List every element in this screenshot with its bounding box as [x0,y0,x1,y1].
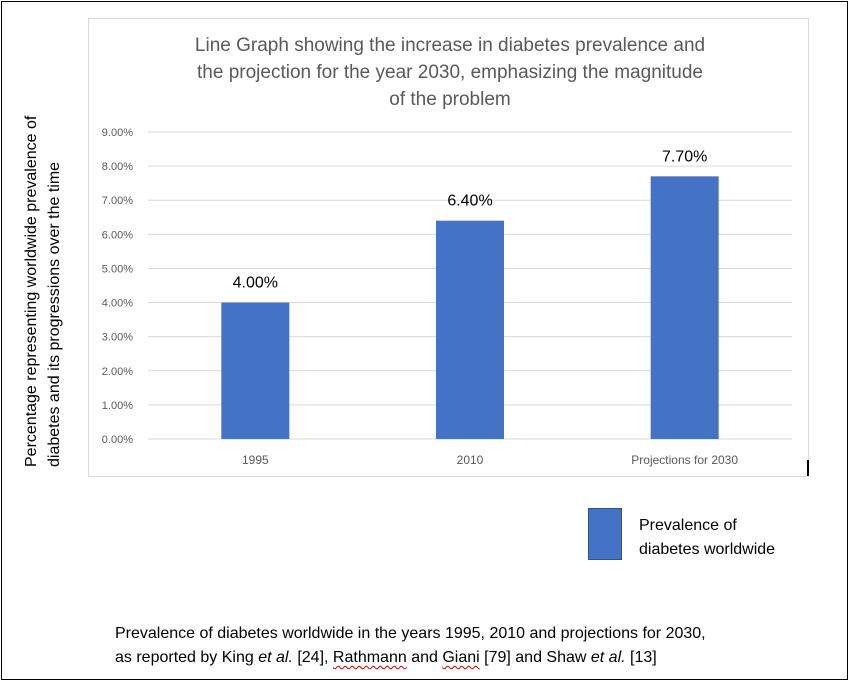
figure-caption: Prevalence of diabetes worldwide in the … [115,622,835,670]
data-label: 6.40% [447,193,492,210]
y-tick-label: 3.00% [102,332,133,344]
legend-label-line-2: diabetes worldwide [639,541,776,558]
caption-fragment: as reported by King [115,649,259,666]
x-tick-label: 2010 [457,453,484,467]
x-tick-label: Projections for 2030 [631,453,738,467]
bar [436,220,504,439]
legend-swatch [588,508,622,560]
x-tick-label: 1995 [242,453,269,467]
bar [221,302,290,439]
caption-line-1: Prevalence of diabetes worldwide in the … [115,625,706,642]
y-tick-label: 0.00% [102,434,133,446]
caption-fragment: Giani [442,649,480,666]
caption-fragment: Rathmann [332,649,407,666]
y-tick-label: 1.00% [102,400,133,412]
chart-title-line-1: Line Graph showing the increase in diabe… [194,35,706,56]
y-tick-label: 7.00% [102,195,133,207]
legend: Prevalence of diabetes worldwide [588,506,828,566]
caption-fragment: [13] [625,649,657,666]
caption-fragment: [24], [292,649,333,666]
y-tick-label: 4.00% [102,298,133,310]
chart-title: Line Graph showing the increase in diabe… [150,32,750,113]
y-tick-label: 2.00% [102,366,133,378]
data-label: 7.70% [662,148,707,165]
y-axis-label-line-2: diabetes and its progressions over the t… [46,161,63,467]
y-tick-label: 9.00% [102,127,133,139]
y-tick-label: 8.00% [102,161,133,173]
caption-line-2: as reported by King et al. [24], Rathman… [115,649,657,666]
y-axis-label-line-1: Percentage representing worldwide preval… [23,115,40,467]
caption-fragment: et al. [590,649,626,666]
caption-fragment: [79] and Shaw [479,649,591,666]
caption-fragment: et al. [258,649,293,666]
chart-title-line-3: of the problem [389,89,511,110]
chart-title-line-2: the projection for the year 2030, emphas… [197,62,703,83]
caption-fragment: and [406,649,443,666]
bar [650,176,719,439]
y-tick-label: 6.00% [102,229,133,241]
data-label: 4.00% [233,275,278,292]
legend-label-line-1: Prevalence of [639,517,737,534]
legend-label: Prevalence of diabetes worldwide [639,514,819,562]
y-tick-label: 5.00% [102,263,133,275]
chart-area-edge-mark [807,460,809,476]
